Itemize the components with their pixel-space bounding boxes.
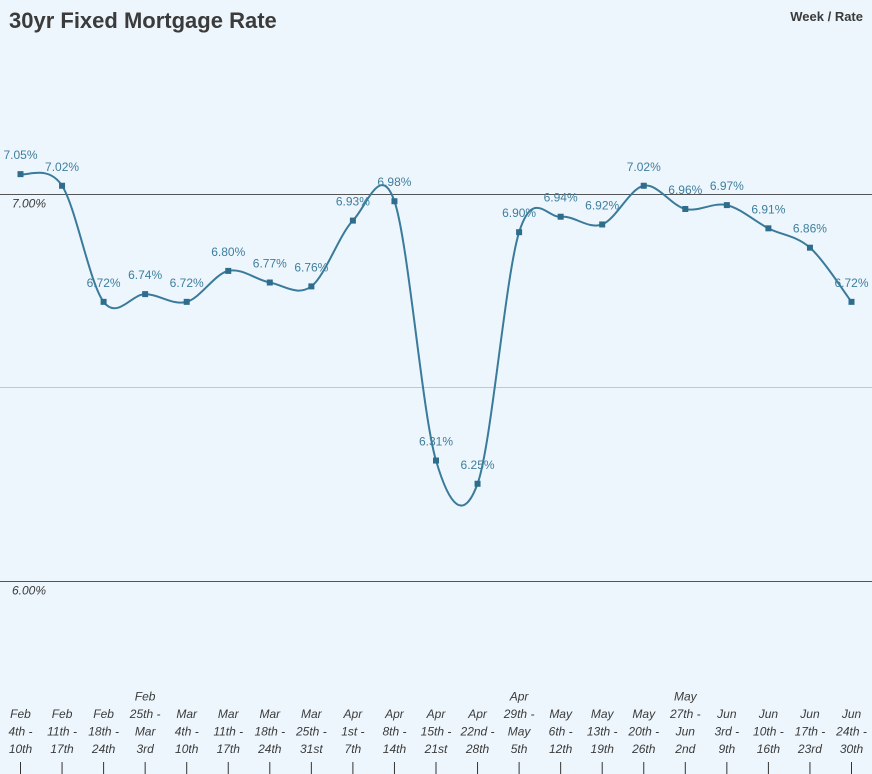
data-label: 6.77%: [253, 257, 287, 271]
data-label: 7.05%: [3, 148, 37, 162]
x-tick-label: Apr 29th -May 5th: [503, 690, 535, 757]
axis-legend-header: Week / Rate: [790, 9, 863, 24]
data-label: 6.96%: [668, 183, 702, 197]
data-labels: 7.05% 7.02% 6.72% 6.74% 6.72% 6.80% 6.77% 6.76%…: [3, 148, 868, 472]
x-tick-label: Jun 10th -16th: [753, 707, 784, 756]
data-point[interactable]: [765, 225, 772, 232]
data-label: 6.92%: [585, 198, 619, 212]
x-tick-label: Apr 22nd -28th: [460, 707, 495, 756]
data-point[interactable]: [349, 217, 356, 224]
x-tick-label: Apr 1st -7th: [341, 707, 364, 756]
data-point[interactable]: [225, 267, 232, 274]
data-label: 6.90%: [502, 206, 536, 220]
data-point[interactable]: [640, 182, 647, 189]
chart-title: 30yr Fixed Mortgage Rate: [9, 8, 277, 33]
data-label: 6.72%: [834, 276, 868, 290]
gridlines: [0, 194, 872, 582]
data-point[interactable]: [59, 182, 66, 189]
data-label: 6.98%: [377, 175, 411, 189]
x-axis-name: Week: [790, 9, 824, 24]
x-tick-label: Jun 24th -30th: [835, 707, 867, 756]
data-point[interactable]: [723, 202, 730, 209]
data-label: 6.72%: [170, 276, 204, 290]
data-label: 6.93%: [336, 195, 370, 209]
x-tick-label: May 13th -19th: [587, 707, 618, 756]
data-point[interactable]: [806, 244, 813, 251]
x-tick-label: Feb 25th -Mar 3rd: [129, 690, 161, 757]
x-tick-label: Jun 17th -23rd: [795, 707, 826, 756]
data-point[interactable]: [557, 213, 564, 220]
data-point[interactable]: [142, 291, 149, 298]
x-tick-label: Mar 18th -24th: [254, 707, 285, 756]
series-line: [20, 171, 853, 507]
y-axis-name: Rate: [834, 9, 863, 24]
data-point[interactable]: [266, 279, 273, 286]
x-tick-label: Feb 11th -17th: [47, 707, 77, 756]
data-label: 7.02%: [627, 160, 661, 174]
x-axis: Feb 4th -10th Feb 11th -17th Feb 18th -24th Fe…: [8, 690, 867, 774]
x-tick-label: May 20th -26th: [627, 707, 659, 756]
data-point[interactable]: [433, 457, 439, 464]
data-label: 6.25%: [461, 458, 495, 472]
data-point[interactable]: [100, 298, 107, 305]
data-point[interactable]: [308, 283, 315, 290]
x-tick-label: Mar 4th -10th: [175, 707, 199, 756]
data-point[interactable]: [474, 480, 481, 487]
axis-separator: /: [827, 9, 832, 24]
y-axis-labels: 7.00% 6.00%: [12, 197, 46, 598]
x-tick-label: Mar 11th -17th: [213, 707, 243, 756]
data-point[interactable]: [516, 229, 523, 236]
series-line-path: [20, 171, 853, 507]
x-tick-label: Apr 8th -14th: [382, 707, 406, 756]
data-label: 6.97%: [710, 179, 744, 193]
data-point[interactable]: [682, 205, 689, 212]
x-tick-label: Mar 25th -31st: [295, 707, 327, 756]
y-tick-label: 6.00%: [12, 584, 46, 598]
data-point[interactable]: [183, 298, 190, 305]
data-point[interactable]: [391, 198, 398, 205]
x-tick-label: Jun 3rd -9th: [715, 707, 740, 756]
x-tick-label: May 27th -Jun 2nd: [669, 690, 701, 757]
data-label: 6.80%: [211, 245, 245, 259]
data-point[interactable]: [599, 221, 606, 228]
data-point[interactable]: [17, 171, 24, 178]
y-tick-label: 7.00%: [12, 197, 46, 211]
x-tick-label: Feb 18th -24th: [88, 707, 119, 756]
data-label: 6.94%: [544, 191, 578, 205]
data-points: [17, 171, 855, 487]
data-label: 6.91%: [751, 202, 785, 216]
x-tick-label: May 6th -12th: [549, 707, 573, 756]
data-label: 6.72%: [87, 276, 121, 290]
x-tick-label: Feb 4th -10th: [8, 707, 32, 756]
x-tick-label: Apr 15th -21st: [421, 707, 452, 756]
data-label: 7.02%: [45, 160, 79, 174]
data-label: 6.86%: [793, 222, 827, 236]
data-point[interactable]: [848, 298, 855, 305]
data-label: 6.74%: [128, 268, 162, 282]
data-label: 6.31%: [419, 435, 453, 449]
data-label: 6.76%: [294, 260, 328, 274]
